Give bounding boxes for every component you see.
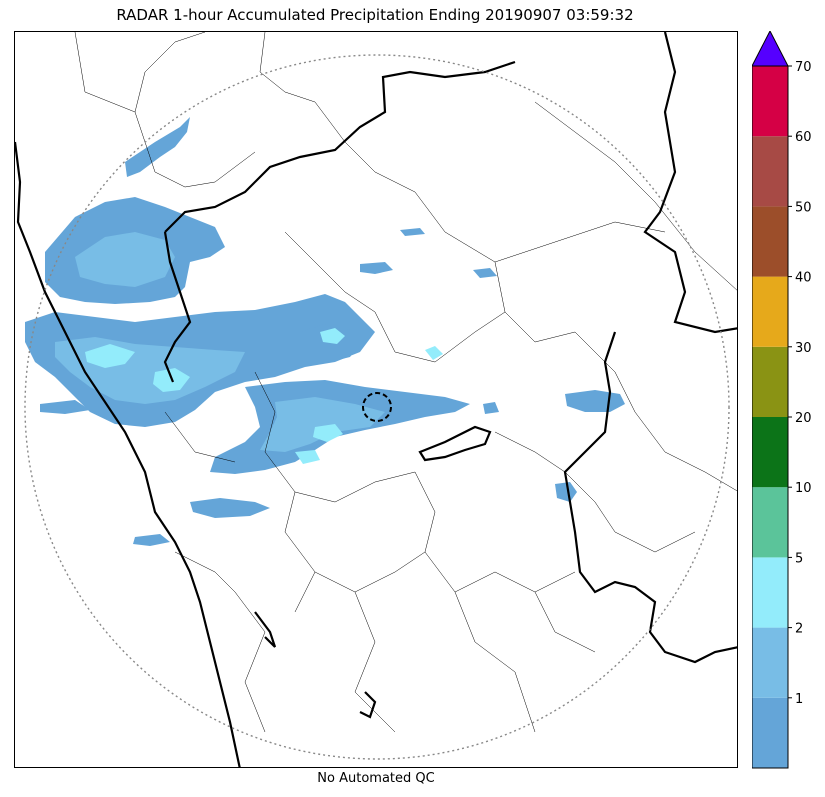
map-canvas	[15, 32, 737, 767]
colorbar-tick-label: 50	[795, 200, 812, 215]
precip-echo-east2	[555, 482, 577, 502]
colorbar-tick-label: 60	[795, 130, 812, 145]
colorbar-band	[752, 66, 788, 137]
precipitation-layer	[25, 117, 625, 546]
colorbar-band	[752, 487, 788, 558]
colorbar-band	[752, 417, 788, 488]
precip-echo-mid-right	[483, 402, 499, 414]
precip-echo-west-heavy	[85, 344, 135, 368]
colorbar-band	[752, 346, 788, 417]
state-boundaries	[15, 32, 737, 767]
state-border-kerala-karnataka	[164, 60, 516, 233]
state-border-east	[643, 32, 737, 334]
precip-echo-nw-core	[75, 232, 175, 287]
precip-echo-north	[125, 117, 190, 177]
state-border-southeast	[563, 331, 737, 664]
radar-range-ring	[24, 54, 730, 760]
colorbar-band	[752, 627, 788, 698]
coastline	[15, 141, 241, 767]
colorbar-tick-label: 10	[795, 481, 812, 496]
state-border-lake	[418, 425, 492, 462]
precip-echo-sw2	[133, 534, 170, 546]
colorbar-tick-label: 2	[795, 622, 803, 637]
precip-echo-sw	[190, 498, 270, 518]
district-boundaries	[74, 32, 737, 733]
radar-site-marker	[362, 392, 392, 422]
precip-echo-central-heavy2	[295, 450, 320, 464]
colorbar-band	[752, 206, 788, 277]
colorbar-tick-label: 70	[795, 60, 812, 75]
qc-status-label: No Automated QC	[317, 771, 435, 786]
state-border-inner-south	[254, 611, 277, 648]
precipitation-colorbar: 1 2 5 10 20 30 40 50 60 70	[752, 31, 812, 769]
state-border-west-inland	[163, 231, 192, 383]
colorbar-tick-label: 1	[795, 692, 803, 707]
colorbar-band	[752, 276, 788, 347]
precip-echo-west-small	[40, 400, 90, 414]
colorbar-tick-label: 5	[795, 551, 803, 566]
precip-echo-cell-top3	[400, 228, 425, 236]
precip-echo-cell-nc-heavy	[320, 328, 345, 344]
colorbar-band	[752, 136, 788, 207]
colorbar-band	[752, 557, 788, 628]
precip-echo-cell-ne	[425, 346, 443, 360]
colorbar-tick-label: 40	[795, 271, 812, 286]
radar-map[interactable]	[14, 31, 738, 768]
precip-echo-central-heavy	[313, 424, 343, 442]
colorbar-tick-label: 30	[795, 341, 812, 356]
precip-echo-cell-top2	[473, 268, 497, 278]
colorbar-extend-arrow	[752, 31, 789, 67]
precip-echo-cell-top	[360, 262, 393, 274]
precip-echo-central-core	[260, 397, 385, 452]
map-title: RADAR 1-hour Accumulated Precipitation E…	[116, 6, 634, 24]
precip-echo-east	[565, 390, 625, 412]
state-border-south-inlet	[359, 691, 377, 719]
colorbar-tick-label: 20	[795, 411, 812, 426]
colorbar-band	[752, 697, 788, 768]
